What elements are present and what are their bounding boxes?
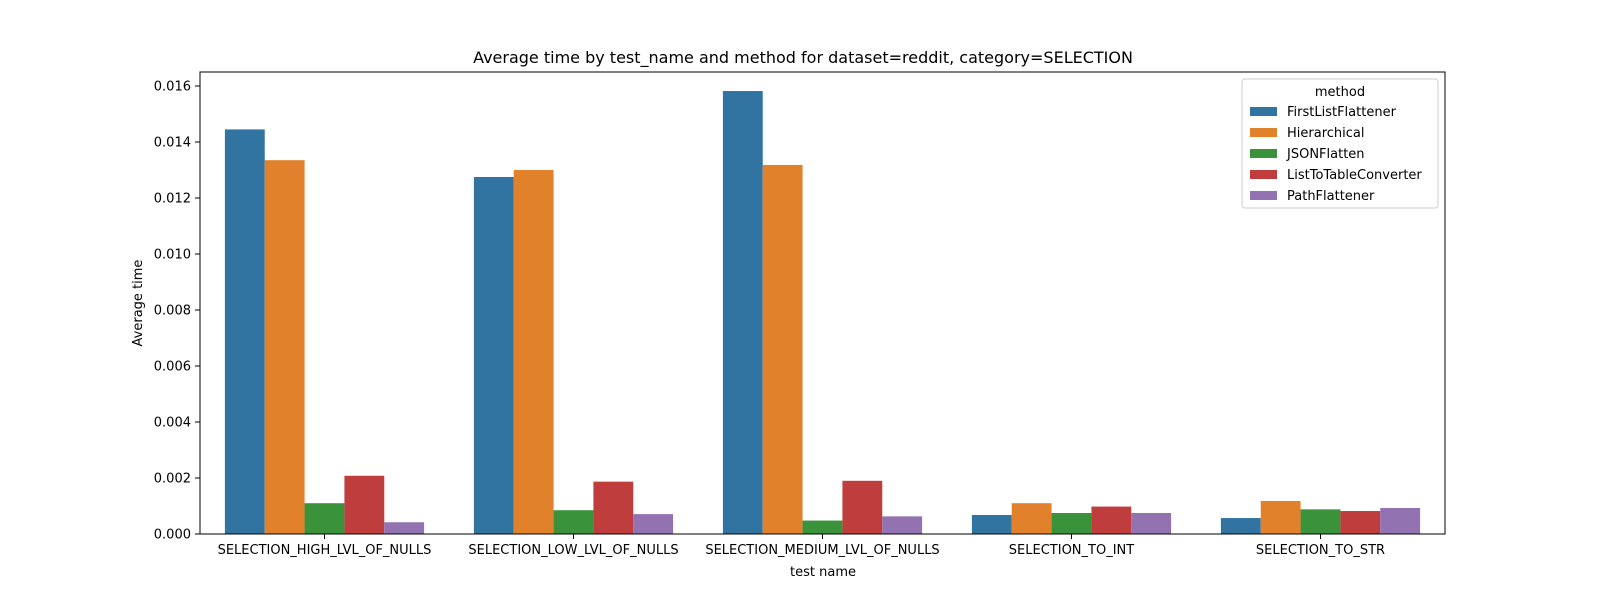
bar-FirstListFlattener-5 <box>1220 518 1261 534</box>
bar-Hierarchical-3 <box>762 164 803 534</box>
y-tick-label: 0.004 <box>154 416 191 431</box>
legend-label-ListToTableConverter: ListToTableConverter <box>1287 168 1422 183</box>
y-tick-label: 0.012 <box>154 192 191 207</box>
bar-JSONFlatten-4 <box>1051 513 1092 534</box>
legend-title: method <box>1315 85 1365 100</box>
x-tick-label: SELECTION_TO_STR <box>1256 543 1385 558</box>
chart-title: Average time by test_name and method for… <box>473 48 1133 68</box>
bar-ListToTableConverter-5 <box>1340 511 1381 534</box>
legend-label-Hierarchical: Hierarchical <box>1287 126 1364 141</box>
legend-swatch-ListToTableConverter <box>1250 170 1277 179</box>
x-axis: SELECTION_HIGH_LVL_OF_NULLS SELECTION_LOW… <box>218 534 1385 558</box>
x-axis-label: test name <box>790 565 856 580</box>
bar-JSONFlatten-3 <box>802 520 843 534</box>
bar-PathFlattener-4 <box>1131 513 1172 534</box>
bar-Hierarchical-5 <box>1260 500 1301 534</box>
legend-box <box>1241 78 1439 209</box>
bar-JSONFlatten-2 <box>553 510 594 534</box>
x-tick-label: SELECTION_MEDIUM_LVL_OF_NULLS <box>705 543 939 558</box>
bar-ListToTableConverter-4 <box>1091 506 1132 534</box>
bar-Hierarchical-4 <box>1011 503 1052 534</box>
y-tick-label: 0.008 <box>154 304 191 319</box>
x-tick-label: SELECTION_LOW_LVL_OF_NULLS <box>468 543 678 558</box>
y-tick-label: 0.002 <box>154 472 191 487</box>
bar-FirstListFlattener-4 <box>971 514 1012 534</box>
bar-PathFlattener-3 <box>882 516 923 534</box>
bar-FirstListFlattener-2 <box>473 177 514 534</box>
bars-layer <box>224 91 1421 534</box>
bar-ListToTableConverter-2 <box>593 481 634 534</box>
y-tick-label: 0.010 <box>154 248 191 263</box>
legend-label-FirstListFlattener: FirstListFlattener <box>1287 105 1397 120</box>
bar-PathFlattener-2 <box>633 514 674 534</box>
legend-label-JSONFlatten: JSONFlatten <box>1286 147 1365 162</box>
x-tick-label: SELECTION_TO_INT <box>1009 543 1134 558</box>
bar-JSONFlatten-1 <box>304 503 345 534</box>
legend-swatch-FirstListFlattener <box>1250 107 1277 116</box>
bar-FirstListFlattener-1 <box>224 129 265 534</box>
legend-swatch-JSONFlatten <box>1250 149 1277 158</box>
legend-swatch-PathFlattener <box>1250 191 1277 200</box>
y-tick-label: 0.014 <box>154 136 191 151</box>
y-axis-label: Average time <box>131 260 146 347</box>
legend: method FirstListFlattener Hierarchical JSON… <box>1241 78 1439 209</box>
bar-Hierarchical-2 <box>513 170 554 534</box>
legend-label-PathFlattener: PathFlattener <box>1287 189 1375 204</box>
x-tick-label: SELECTION_HIGH_LVL_OF_NULLS <box>218 543 432 558</box>
bar-Hierarchical-1 <box>264 160 305 534</box>
y-tick-label: 0.016 <box>154 80 191 95</box>
bar-PathFlattener-1 <box>384 522 425 534</box>
bar-PathFlattener-5 <box>1380 507 1421 534</box>
y-tick-label: 0.006 <box>154 360 191 375</box>
legend-swatch-Hierarchical <box>1250 128 1277 137</box>
y-tick-label: 0.000 <box>154 528 191 543</box>
bar-FirstListFlattener-3 <box>722 91 763 534</box>
bar-ListToTableConverter-3 <box>842 480 883 534</box>
bar-ListToTableConverter-1 <box>344 475 385 534</box>
y-axis: 0.000 0.002 0.004 0.006 0.008 0.010 0.012 0.014… <box>154 80 200 543</box>
bar-JSONFlatten-5 <box>1300 509 1341 534</box>
